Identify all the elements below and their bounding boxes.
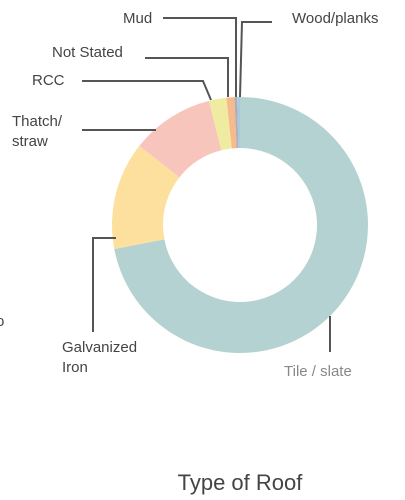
donut-slice [208, 97, 232, 151]
slice-label: Mud [123, 10, 152, 27]
leader-line [92, 237, 116, 332]
label-line: Thatch/ [12, 113, 66, 130]
clipped-label: o [0, 313, 4, 330]
leader-line [163, 17, 237, 97]
leader-line [239, 21, 272, 98]
slice-label: Wood/planks [292, 10, 378, 27]
label-line: Galvanized [62, 339, 141, 356]
leader-line [82, 80, 212, 101]
donut-slice [139, 100, 222, 178]
donut-slice [112, 145, 180, 249]
label-line: straw [12, 133, 48, 150]
label-line: Iron [62, 359, 88, 376]
slice-label: Thatch/ straw [12, 113, 66, 150]
donut-slice [226, 97, 237, 149]
chart-title: Type of Roof [178, 470, 304, 495]
slice-label: RCC [32, 72, 65, 89]
donut-slice [114, 97, 368, 354]
donut-slice [237, 97, 240, 149]
slice-label: Tile / slate [284, 363, 352, 380]
slice-label: Galvanized Iron [62, 339, 141, 376]
slice-label: Not Stated [52, 44, 123, 61]
leader-line [145, 57, 229, 97]
donut-slice [234, 97, 239, 149]
